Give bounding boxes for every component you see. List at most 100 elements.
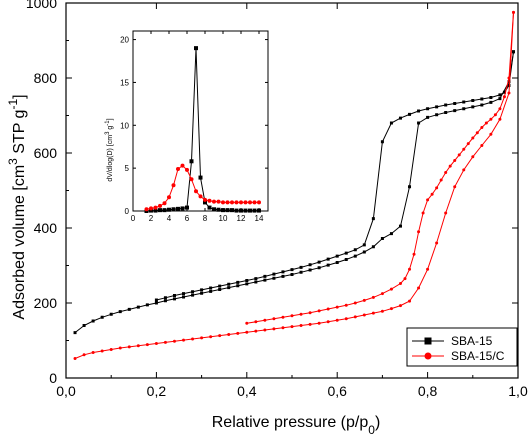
sba-15-adsorption-point <box>218 288 222 291</box>
inset-sba-15-c-point <box>239 200 243 205</box>
inset-sba-15-point <box>158 208 162 213</box>
sba-15-desorption-point <box>182 292 186 296</box>
sba-15-c-desorption-point <box>380 292 384 296</box>
sba-15-desorption-point <box>480 97 484 101</box>
main-x-tick-label: 0,2 <box>147 383 167 399</box>
sba-15-adsorption-point <box>444 111 448 114</box>
sba-15-c-adsorption-point <box>480 144 484 147</box>
inset-sba-15-c-point <box>176 167 180 171</box>
inset-sba-15-point <box>230 208 234 213</box>
sba-15-c-desorption-point <box>421 211 425 215</box>
inset-sba-15-c-point <box>180 163 185 168</box>
sba-15-adsorption-point <box>254 280 258 284</box>
inset-sba-15-c-point <box>171 183 176 188</box>
inset-sba-15-point <box>185 205 189 210</box>
main-series-group <box>73 10 515 360</box>
sba-15-desorption-point <box>498 93 502 97</box>
sba-15-desorption-point <box>426 107 430 111</box>
sba-15-c-adsorption-point <box>136 344 140 348</box>
sba-15-desorption-point <box>209 286 213 290</box>
sba-15-c-desorption-point <box>389 287 393 291</box>
main-x-tick-label: 0,8 <box>418 383 438 399</box>
inset-y-axis-title: dV/dlog(D) [cm3 g-1] <box>105 118 114 181</box>
sba-15-c-desorption-point <box>335 305 339 309</box>
sba-15-c-desorption-point <box>457 153 461 157</box>
sba-15-desorption-point <box>453 102 457 105</box>
sba-15-desorption-point <box>281 270 285 274</box>
inset-sba-15-point <box>203 200 207 205</box>
sba-15-desorption-point <box>236 280 240 284</box>
sba-15-adsorption-point <box>371 245 375 249</box>
sba-15-adsorption-point <box>435 113 439 117</box>
y-axis-title-main: Adsorbed volume [cm <box>11 165 28 320</box>
x-axis-title: Relative pressure (p/p0) <box>212 414 381 436</box>
sba-15-adsorption-point <box>145 303 149 307</box>
sba-15-desorption-point <box>489 96 493 99</box>
sba-15-adsorption-point <box>353 254 357 258</box>
sba-15-adsorption-point <box>507 80 511 84</box>
sba-15-c-desorption-point <box>272 317 276 321</box>
inset-sba-15-c-point <box>252 200 257 205</box>
sba-15-desorption-point <box>154 298 158 302</box>
sba-15-c-desorption-point <box>281 315 285 319</box>
y-axis-title-mid: STP g <box>11 110 28 159</box>
inset-sba-15-c-point <box>257 200 261 205</box>
sba-15-c-desorption-point <box>471 136 475 140</box>
inset-sba-15-point <box>176 206 180 211</box>
sba-15-c-desorption-point <box>245 321 249 325</box>
sba-15-c-adsorption-point <box>245 330 249 334</box>
inset-sba-15-point <box>167 207 171 212</box>
sba-15-adsorption-point <box>118 310 122 314</box>
sba-15-c-desorption-point <box>426 198 430 202</box>
legend-label: SBA-15/C <box>451 349 505 363</box>
y-axis-title-end: ] <box>11 94 28 98</box>
inset-plot-area: 0 2 4 6 8 10 12 14 0 5 10 15 20 <box>120 30 269 223</box>
sba-15-c-desorption-point <box>254 320 258 324</box>
sba-15-desorption-point <box>353 248 357 252</box>
sba-15-c-adsorption-point <box>471 155 475 159</box>
sba-15-c-adsorption-point <box>453 185 457 189</box>
sba-15-c-adsorption-point <box>408 299 412 303</box>
sba-15-c-adsorption-point <box>145 343 149 347</box>
sba-15-c-adsorption-point <box>100 349 104 353</box>
inset-sba-15-point <box>239 208 243 213</box>
sba-15-desorption-point <box>317 260 321 264</box>
sba-15-c-desorption-point <box>511 10 515 14</box>
sba-15-c-adsorption-point <box>236 331 240 335</box>
inset-series-group <box>144 46 261 213</box>
sba-15-adsorption-point <box>380 237 384 240</box>
inset-sba-15-point <box>252 208 257 213</box>
sba-15-c-desorption-point <box>353 301 357 305</box>
sba-15-c-adsorption-point <box>435 241 439 245</box>
sba-15-c-desorption-point <box>507 76 511 80</box>
sba-15-c-adsorption-line <box>74 12 514 359</box>
sba-15-adsorption-point <box>73 331 77 335</box>
sba-15-adsorption-point <box>326 263 330 267</box>
x-axis-title-end: ) <box>375 414 380 431</box>
sba-15-adsorption-point <box>91 319 95 323</box>
sba-15-c-adsorption-point <box>507 91 511 95</box>
sba-15-desorption-point <box>299 265 303 269</box>
inset-y-axis-title-sup1: 3 <box>105 131 111 135</box>
sba-15-c-adsorption-point <box>73 357 77 360</box>
inset-x-tick-label: 0 <box>131 214 136 223</box>
sba-15-c-desorption-point <box>498 107 502 111</box>
main-y-tick-label: 200 <box>34 295 58 311</box>
legend-item-sba-15: SBA-15 <box>412 334 493 348</box>
sba-15-desorption-point <box>471 99 475 102</box>
sba-15-adsorption-point <box>182 295 186 299</box>
inset-series-sba-15-c <box>144 163 261 212</box>
inset-sba-15-c-point <box>234 200 239 205</box>
sba-15-c-desorption-point <box>263 318 267 322</box>
inset-x-tick-label: 8 <box>203 214 208 223</box>
inset-sba-15-point <box>162 208 167 213</box>
sba-15-desorption-point <box>263 274 267 278</box>
sba-15-adsorption-point <box>344 258 348 261</box>
main-x-tick-label: 0,4 <box>237 383 257 399</box>
legend-swatch-marker <box>424 352 432 360</box>
inset-y-tick-label: 15 <box>120 78 129 87</box>
sba-15-desorption-point <box>408 112 412 116</box>
inset-sba-15-c-point <box>153 205 158 210</box>
sba-15-desorption-point <box>398 116 402 120</box>
